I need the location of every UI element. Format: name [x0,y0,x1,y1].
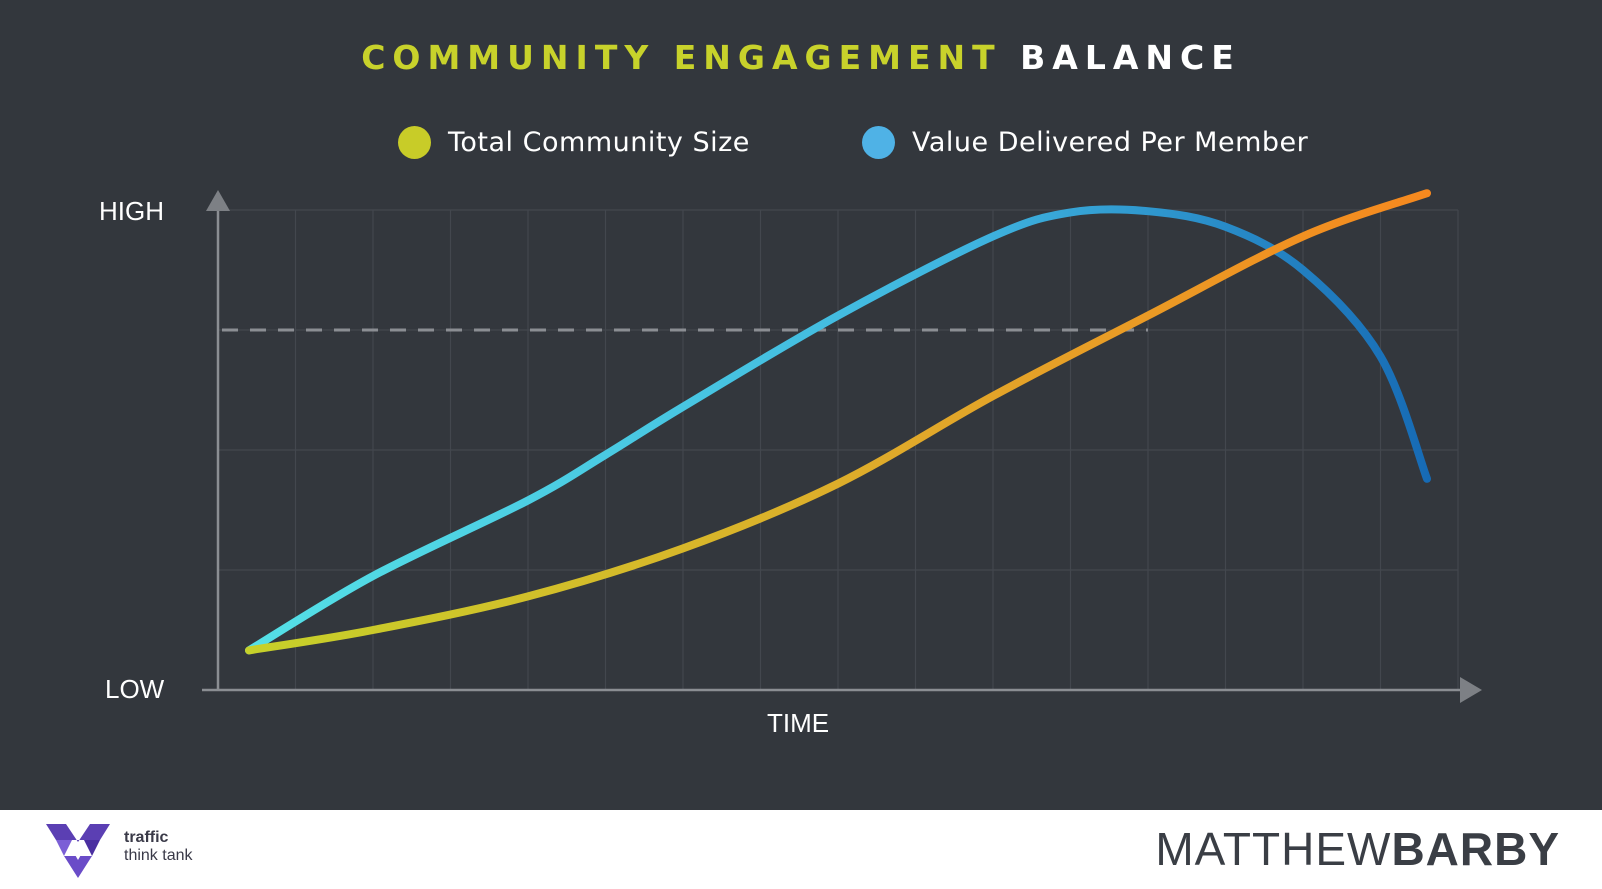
grid-lines [218,209,1459,690]
y-axis-arrow-icon [206,190,230,211]
title-part-2: BALANCE [1020,38,1241,77]
matthew-barby-brand: MATTHEWBARBY [1155,822,1560,876]
chart-slide: COMMUNITY ENGAGEMENT BALANCE Total Commu… [0,0,1602,810]
axes [202,190,1482,703]
legend-swatch-yellow [398,125,431,159]
y-axis-high-label: HIGH [99,196,164,226]
legend-label-value-delivered: Value Delivered Per Member [912,126,1309,158]
traffic-think-tank-wordmark: traffic think tank [124,829,192,865]
legend-swatch-blue [862,125,895,159]
brand-first-name: MATTHEW [1155,823,1392,875]
x-axis-label: TIME [767,708,830,738]
legend-item-total-community-size: Total Community Size [398,122,750,162]
series-line-value-delivered-per-member [245,205,1431,655]
chart-title: COMMUNITY ENGAGEMENT BALANCE [0,38,1602,77]
legend-item-value-delivered: Value Delivered Per Member [862,122,1308,162]
y-axis-low-label: LOW [105,674,165,704]
title-part-1: COMMUNITY ENGAGEMENT [361,38,1002,77]
x-axis-arrow-icon [1460,677,1482,703]
logo-word-traffic: traffic [124,829,169,846]
logo-word-think-tank: think tank [124,847,193,864]
footer-bar: traffic think tank MATTHEWBARBY [0,810,1602,889]
chart-plot [202,189,1482,703]
series-line-total-community-size [245,189,1431,655]
legend-label-total-community-size: Total Community Size [448,126,750,158]
series-lines [245,189,1431,655]
traffic-think-tank-logo-icon [46,824,110,878]
brand-last-name: BARBY [1391,823,1560,875]
